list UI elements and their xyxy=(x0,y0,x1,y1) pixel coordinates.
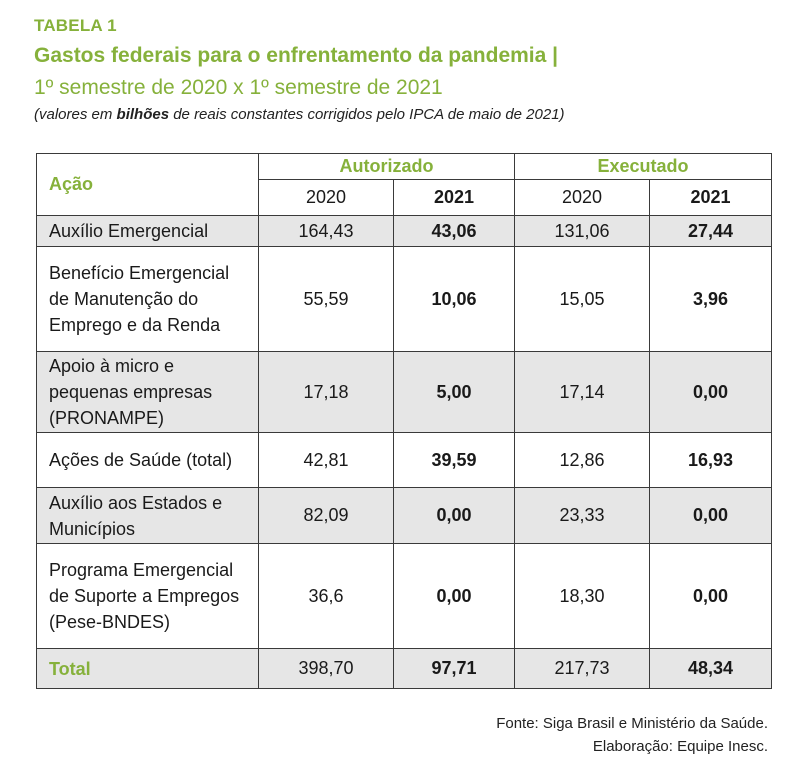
cell-executed-2020: 131,06 xyxy=(514,215,650,247)
table-row: Auxílio aos Estados e Municípios 82,09 0… xyxy=(36,487,772,544)
total-authorized-2020: 398,70 xyxy=(258,648,394,689)
total-executed-2020: 217,73 xyxy=(514,648,650,689)
table-header-row-groups: Ação Autorizado Executado xyxy=(36,153,772,216)
cell-executed-2021: 27,44 xyxy=(649,215,772,247)
cell-executed-2021: 0,00 xyxy=(649,351,772,433)
row-action: Apoio à micro e pequenas empresas (PRONA… xyxy=(36,351,259,433)
column-group-executed: Executado xyxy=(514,153,772,180)
cell-executed-2020: 15,05 xyxy=(514,246,650,352)
units-note-suffix: de reais constantes corrigidos pelo IPCA… xyxy=(169,106,565,123)
cell-authorized-2020: 36,6 xyxy=(258,543,394,649)
column-header-authorized-2021: 2021 xyxy=(393,179,515,216)
footer-source: Fonte: Siga Brasil e Ministério da Saúde… xyxy=(496,712,768,758)
row-action: Auxílio Emergencial xyxy=(36,215,259,247)
cell-authorized-2021: 5,00 xyxy=(393,351,515,433)
cell-authorized-2020: 17,18 xyxy=(258,351,394,433)
credit-note: Elaboração: Equipe Inesc. xyxy=(592,738,768,755)
table-row: Ações de Saúde (total) 42,81 39,59 12,86… xyxy=(36,432,772,488)
units-note: (valores em bilhões de reais constantes … xyxy=(34,106,565,123)
table-subtitle: 1º semestre de 2020 x 1º semestre de 202… xyxy=(34,76,443,99)
total-executed-2021: 48,34 xyxy=(649,648,772,689)
cell-authorized-2021: 43,06 xyxy=(393,215,515,247)
row-action: Auxílio aos Estados e Municípios xyxy=(36,487,259,544)
table-header-row-years: 2020 2021 2020 2021 xyxy=(37,179,772,216)
cell-authorized-2021: 0,00 xyxy=(393,487,515,544)
cell-authorized-2020: 42,81 xyxy=(258,432,394,488)
source-note: Fonte: Siga Brasil e Ministério da Saúde… xyxy=(496,715,768,732)
table-total-row: Total 398,70 97,71 217,73 48,34 xyxy=(36,648,772,689)
table-row: Programa Emergencial de Suporte a Empreg… xyxy=(36,543,772,649)
table-row: Auxílio Emergencial 164,43 43,06 131,06 … xyxy=(36,215,772,247)
cell-executed-2021: 16,93 xyxy=(649,432,772,488)
row-action: Ações de Saúde (total) xyxy=(36,432,259,488)
cell-authorized-2020: 82,09 xyxy=(258,487,394,544)
cell-executed-2020: 18,30 xyxy=(514,543,650,649)
table-row: Apoio à micro e pequenas empresas (PRONA… xyxy=(36,351,772,433)
table-label: TABELA 1 xyxy=(34,16,117,35)
cell-executed-2020: 17,14 xyxy=(514,351,650,433)
row-action: Benefício Emergencial de Manutenção do E… xyxy=(36,246,259,352)
cell-executed-2020: 12,86 xyxy=(514,432,650,488)
cell-executed-2021: 3,96 xyxy=(649,246,772,352)
table-row: Benefício Emergencial de Manutenção do E… xyxy=(36,246,772,352)
row-action: Programa Emergencial de Suporte a Empreg… xyxy=(36,543,259,649)
units-note-prefix: (valores em xyxy=(34,106,117,123)
column-header-executed-2020: 2020 xyxy=(514,179,650,216)
cell-authorized-2020: 55,59 xyxy=(258,246,394,352)
total-label: Total xyxy=(36,648,259,689)
column-header-executed-2021: 2021 xyxy=(649,179,772,216)
cell-executed-2021: 0,00 xyxy=(649,487,772,544)
cell-authorized-2020: 164,43 xyxy=(258,215,394,247)
cell-authorized-2021: 10,06 xyxy=(393,246,515,352)
cell-executed-2021: 0,00 xyxy=(649,543,772,649)
column-group-authorized: Autorizado xyxy=(258,153,515,180)
cell-authorized-2021: 39,59 xyxy=(393,432,515,488)
units-note-bold: bilhões xyxy=(116,106,170,123)
table-title: Gastos federais para o enfrentamento da … xyxy=(34,44,559,67)
column-header-authorized-2020: 2020 xyxy=(258,179,394,216)
total-authorized-2021: 97,71 xyxy=(393,648,515,689)
spending-table: Ação Autorizado Executado 2020 2021 2020… xyxy=(36,153,772,689)
cell-authorized-2021: 0,00 xyxy=(393,543,515,649)
column-header-action: Ação xyxy=(36,153,259,216)
cell-executed-2020: 23,33 xyxy=(514,487,650,544)
